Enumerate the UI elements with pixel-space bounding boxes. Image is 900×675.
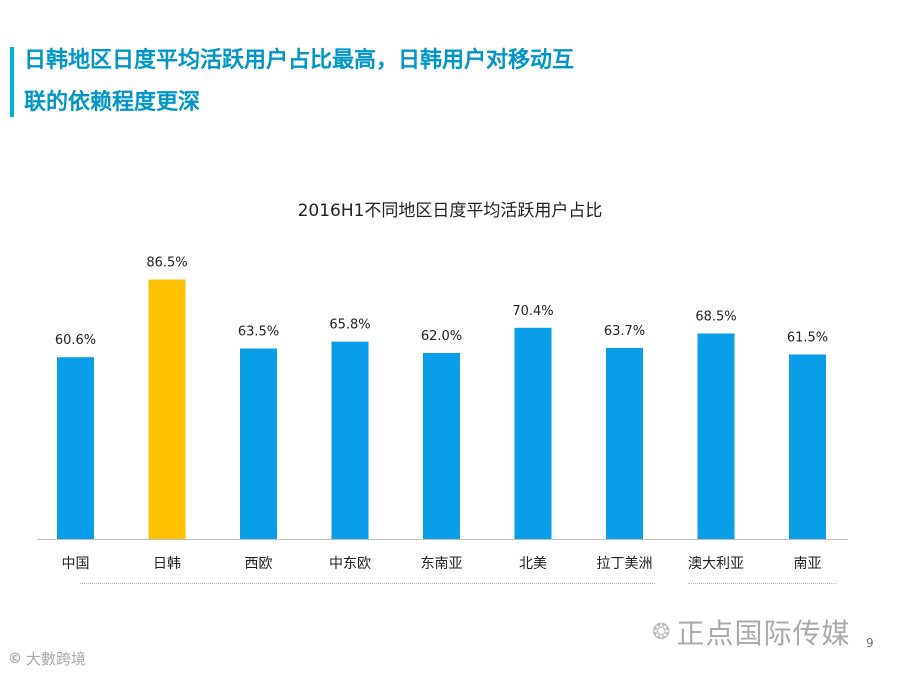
logo-icon: © (8, 650, 22, 667)
headline-line-1: 日韩地区日度平均活跃用户占比最高，日韩用户对移动互 (24, 48, 575, 73)
category-label-2: 西欧 (245, 556, 273, 572)
data-label-7: 68.5% (695, 310, 736, 325)
bar-5 (514, 327, 552, 539)
category-label-4: 东南亚 (421, 556, 463, 572)
title-accent-bar (10, 47, 14, 117)
data-label-6: 63.7% (604, 324, 645, 339)
bar-6 (606, 347, 643, 539)
category-label-6: 拉丁美洲 (597, 556, 653, 572)
bar-8 (789, 354, 826, 539)
category-label-8: 南亚 (794, 556, 822, 572)
data-label-0: 60.6% (55, 333, 96, 348)
category-label-0: 中国 (62, 556, 90, 572)
bar-3 (331, 341, 369, 539)
category-label-3: 中东欧 (329, 556, 371, 572)
bar-2 (240, 348, 277, 539)
bar-0 (57, 357, 94, 539)
wechat-watermark: ❂ 正点国际传媒 (652, 612, 850, 652)
data-label-3: 65.8% (329, 318, 370, 333)
bar-1 (148, 279, 186, 539)
wechat-icon: ❂ (652, 619, 671, 645)
page-headline: 日韩地区日度平均活跃用户占比最高，日韩用户对移动互 联的依赖程度更深 (24, 40, 684, 124)
headline-line-2: 联的依赖程度更深 (24, 90, 201, 115)
data-label-1: 86.5% (146, 256, 187, 271)
page-number: 9 (866, 636, 874, 650)
bar-4 (423, 353, 460, 539)
dotted-divider-right (688, 583, 836, 584)
category-label-5: 北美 (519, 556, 547, 572)
data-label-2: 63.5% (238, 325, 279, 340)
data-label-4: 62.0% (421, 329, 462, 344)
data-label-8: 61.5% (787, 331, 828, 346)
bar-7 (697, 333, 735, 539)
data-label-5: 70.4% (512, 304, 553, 319)
watermark-text: 正点国际传媒 (676, 617, 851, 650)
category-label-7: 澳大利亚 (688, 556, 744, 572)
bottom-logo-text: 大數跨境 (26, 650, 87, 668)
chart-title: 2016H1不同地区日度平均活跃用户占比 (297, 201, 603, 221)
dotted-divider-left (80, 583, 655, 584)
category-label-1: 日韩 (153, 556, 181, 572)
bottom-logo: © 大數跨境 (8, 648, 86, 669)
